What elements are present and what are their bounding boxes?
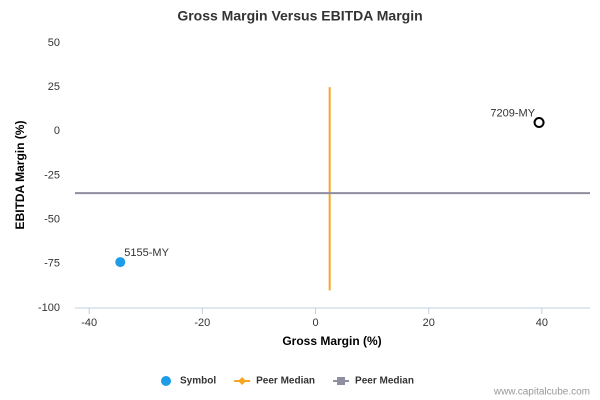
point [115, 257, 126, 268]
x-tick-label: 40 [536, 317, 548, 329]
legend-swatch [337, 377, 346, 385]
x-tick-label: 0 [312, 317, 318, 329]
x-axis-label: Gross Margin (%) [282, 334, 381, 348]
legend-swatch [161, 376, 171, 386]
source: www.capitalcube.com [493, 387, 590, 398]
x-tick-label: -40 [81, 317, 97, 329]
y-tick-label: -100 [38, 302, 60, 314]
highlight-point [533, 117, 545, 128]
y-tick-label: -25 [44, 169, 60, 181]
y-tick-label: 50 [48, 37, 60, 49]
x-tick-label: -20 [194, 317, 210, 329]
y-tick-label: -75 [44, 258, 60, 270]
legend-label: Peer Median [355, 376, 414, 387]
point-label: 5155-MY [124, 247, 169, 259]
point-label: 7209-MY [490, 107, 535, 119]
y-tick-label: -50 [44, 214, 60, 226]
x-tick-label: 20 [423, 317, 435, 329]
y-tick-label: 25 [48, 81, 60, 93]
y-axis-label: EBITDA Margin (%) [13, 121, 27, 230]
legend-label: Symbol [180, 376, 216, 387]
chart-title: Gross Margin Versus EBITDA Margin [177, 8, 422, 24]
y-tick-label: 0 [54, 125, 60, 137]
legend-swatch [238, 377, 247, 385]
legend-label: Peer Median [256, 376, 315, 387]
